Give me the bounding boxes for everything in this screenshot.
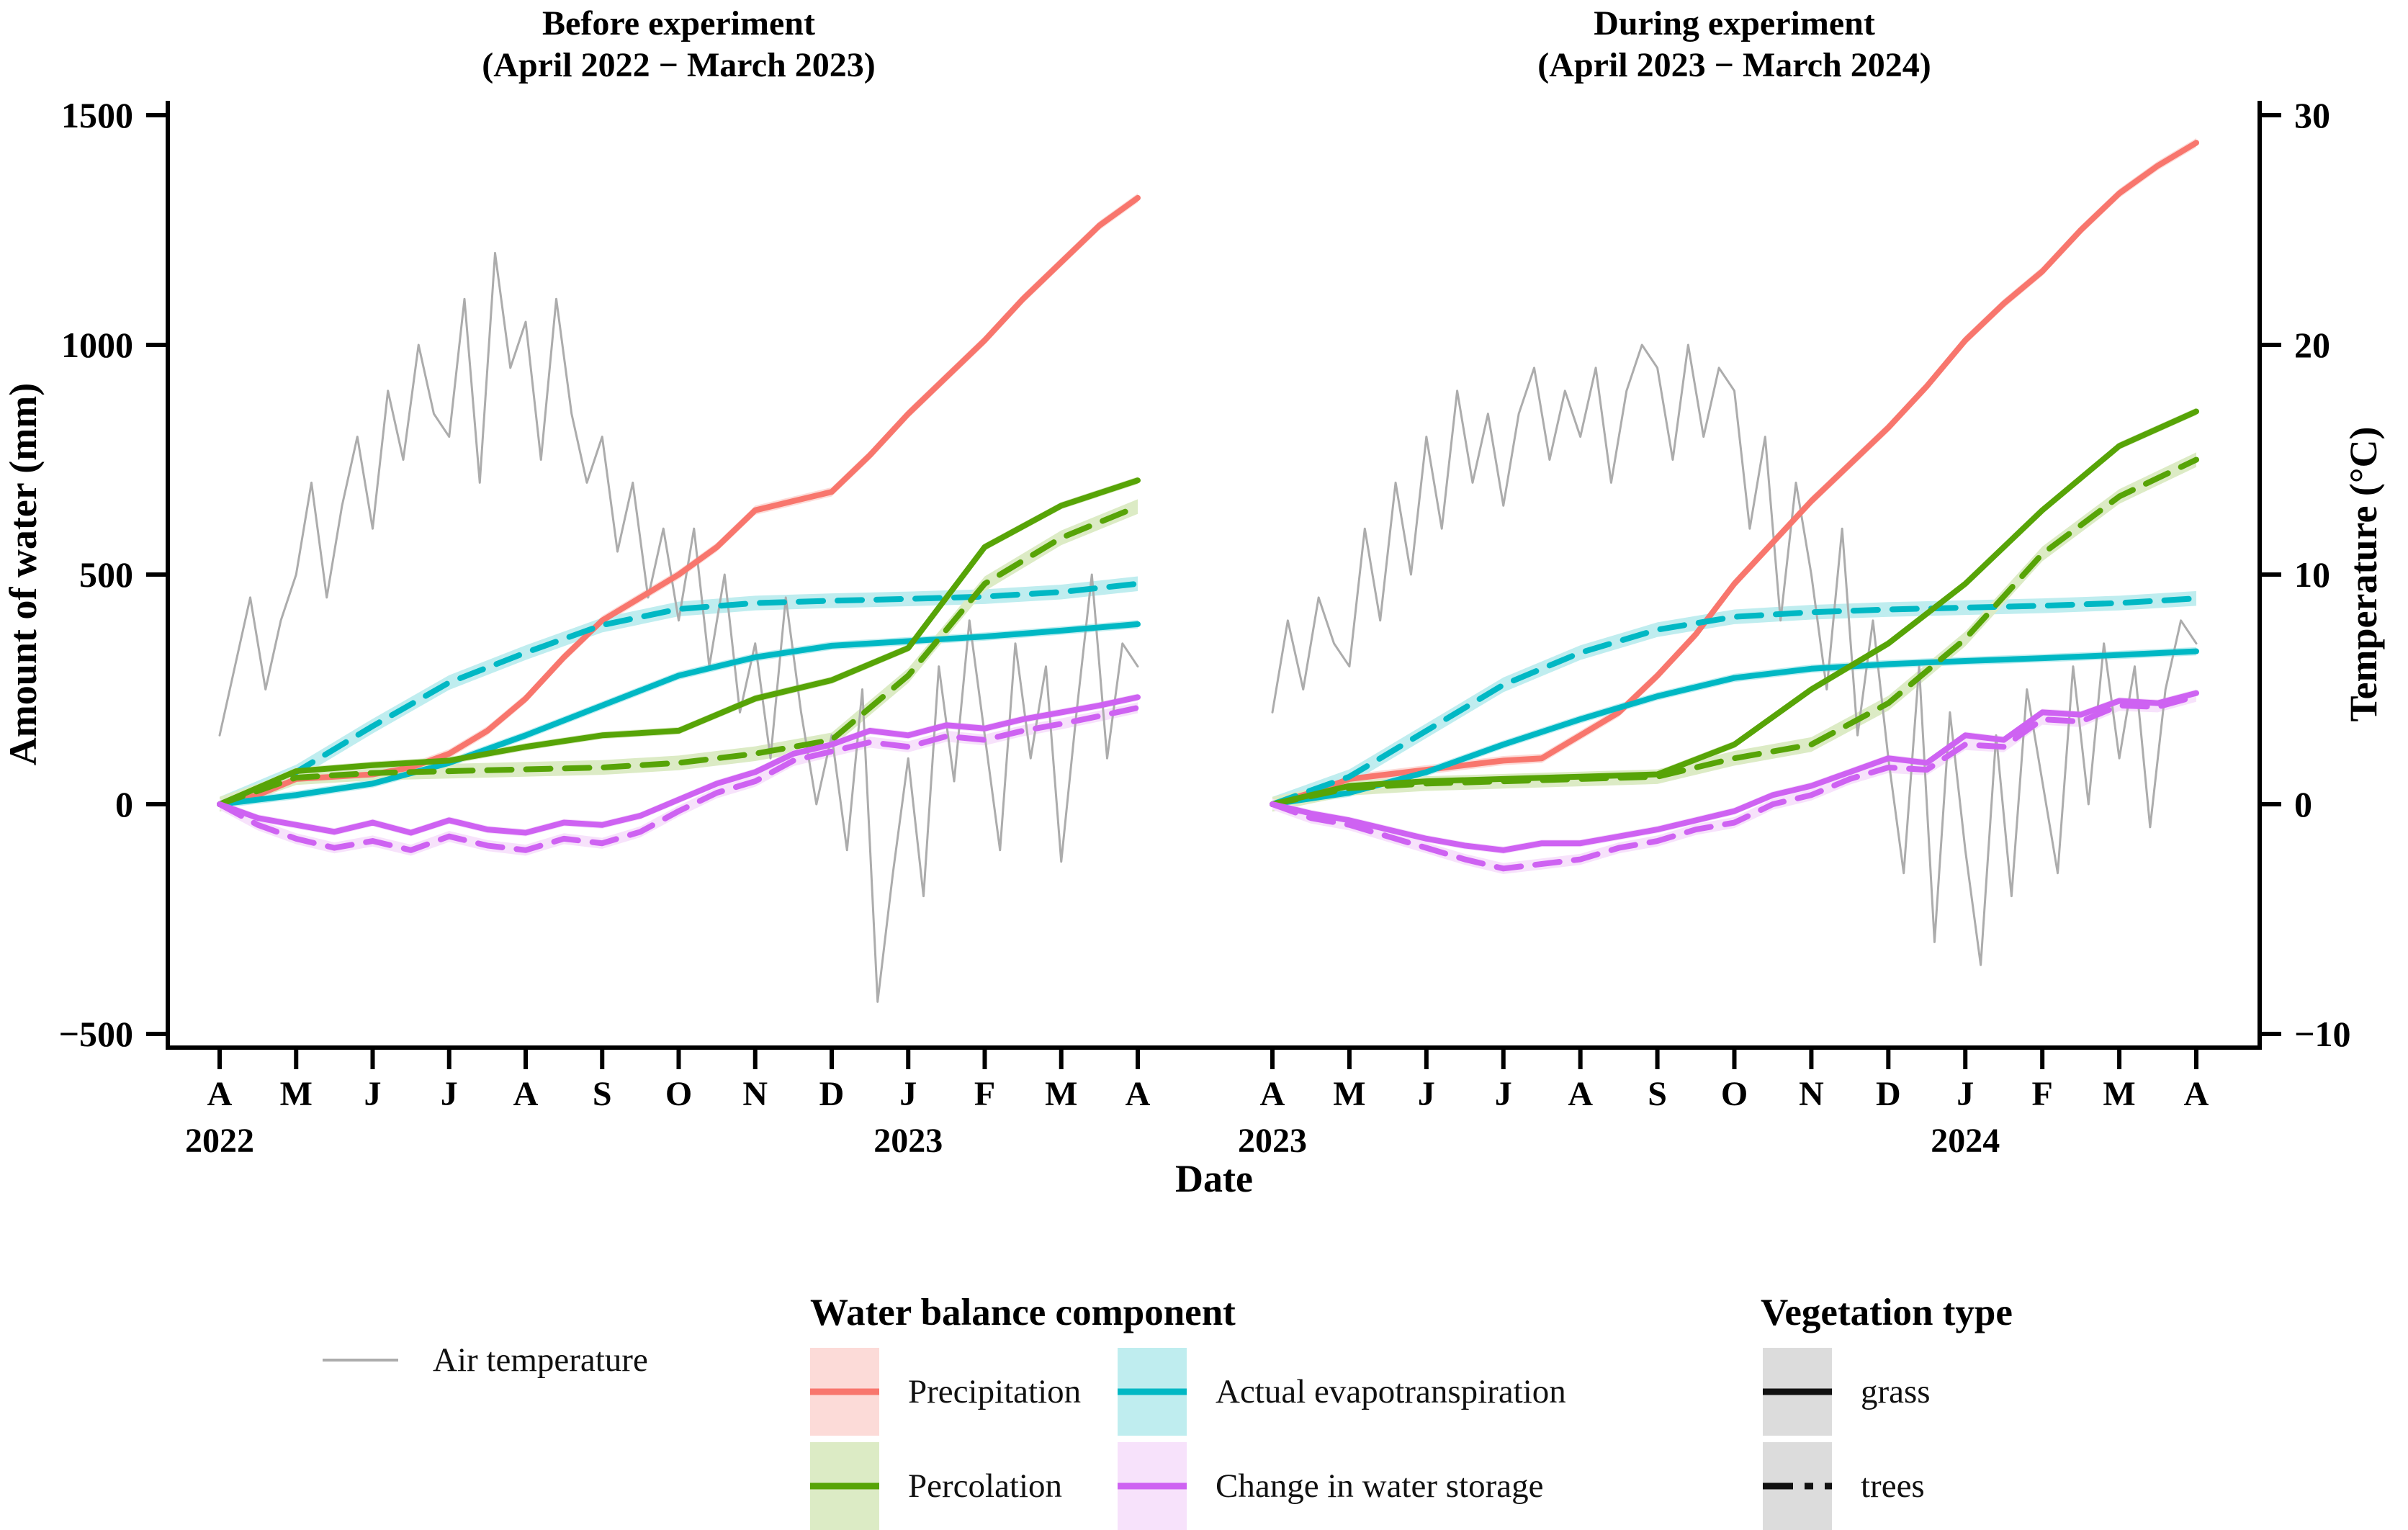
- x-tick-label: M: [1045, 1075, 1077, 1113]
- legend-item-grass: grass: [1763, 1348, 1931, 1436]
- x-tick-label: N: [742, 1075, 768, 1113]
- x-tick-label: M: [280, 1075, 313, 1113]
- y-left-tick-label: 0: [115, 784, 133, 824]
- x-tick-label: M: [2103, 1075, 2135, 1113]
- grass-swatch: [1763, 1348, 1832, 1436]
- panel-subtitle: (April 2022 − March 2023): [482, 46, 875, 84]
- aet-line-icon: [1118, 1388, 1187, 1395]
- x-tick-label: J: [364, 1075, 382, 1113]
- aet-line-trees-before: [217, 580, 1141, 807]
- x-tick-label: O: [665, 1075, 692, 1113]
- percolation-label: Percolation: [908, 1467, 1063, 1505]
- legend-title-water-balance: Water balance component: [810, 1292, 1236, 1333]
- y-left-tick-label: −500: [59, 1014, 134, 1054]
- aet-swatch: [1118, 1348, 1187, 1436]
- x-tick-label: S: [1648, 1075, 1667, 1113]
- legend-item-trees: trees: [1763, 1442, 1925, 1530]
- aet-line-grass-before: [217, 621, 1141, 807]
- percolation-line-icon: [810, 1482, 879, 1490]
- precipitation-line-icon: [810, 1388, 879, 1395]
- panel-title: During experiment: [1594, 4, 1875, 42]
- aet-label: Actual evapotranspiration: [1216, 1373, 1566, 1410]
- x-tick-label: F: [2032, 1075, 2053, 1113]
- x-tick-label: A: [1568, 1075, 1593, 1113]
- grass-line-icon: [1763, 1388, 1832, 1395]
- precipitation-ribbon-grass-before: [220, 193, 1138, 809]
- storage-label: Change in water storage: [1216, 1467, 1544, 1505]
- year-label: 2023: [1238, 1122, 1307, 1160]
- x-tick-label: A: [1126, 1075, 1151, 1113]
- year-label: 2023: [873, 1122, 943, 1160]
- storage-line-grass-during: [1270, 690, 2199, 853]
- percolation-swatch: [810, 1442, 879, 1530]
- x-tick-label: D: [1876, 1075, 1901, 1113]
- year-label: 2024: [1931, 1122, 2000, 1160]
- storage-line-trees-before: [217, 705, 1141, 853]
- x-tick-label: F: [974, 1075, 995, 1113]
- temperature-line--during: [1271, 343, 2198, 966]
- y-left-tick-label: 500: [79, 554, 133, 595]
- aet-line-trees-during: [1270, 595, 2199, 807]
- storage-line-icon: [1118, 1482, 1187, 1490]
- x-tick-label: D: [819, 1075, 845, 1113]
- x-tick-label: N: [1799, 1075, 1824, 1113]
- y-right-tick-label: 20: [2294, 325, 2330, 365]
- trees-line-icon: [1763, 1482, 1832, 1490]
- panel-title: Before experiment: [542, 4, 815, 42]
- x-tick-label: J: [441, 1075, 458, 1113]
- trees-swatch: [1763, 1442, 1832, 1530]
- legend-item-aet: Actual evapotranspiration: [1118, 1348, 1566, 1436]
- precipitation-swatch: [810, 1348, 879, 1436]
- x-tick-label: S: [593, 1075, 612, 1113]
- legend-air-temperature: Air temperature: [323, 1341, 648, 1380]
- air-temperature-line-swatch: [323, 1359, 398, 1362]
- x-tick-label: A: [2184, 1075, 2209, 1113]
- percolation-line-grass-before: [217, 477, 1141, 807]
- y-left-tick-label: 1000: [61, 325, 133, 365]
- panel-subtitle: (April 2023 − March 2024): [1537, 46, 1931, 84]
- temperature-line--before: [218, 251, 1139, 1003]
- y-right-tick-label: 10: [2294, 554, 2330, 595]
- chart-canvas: 1500 1000 500 0 −500 30 20 10 0 −10 A M J J A S O N D J F M A 2…: [1, 4, 2385, 1200]
- legend-item-precipitation: Precipitation: [810, 1348, 1081, 1436]
- aet-line-grass-during: [1270, 648, 2199, 807]
- year-label: 2022: [185, 1122, 254, 1160]
- y-right-tick-label: 30: [2294, 95, 2330, 135]
- y-right-tick-label: 0: [2294, 784, 2312, 824]
- x-tick-label: A: [207, 1075, 233, 1113]
- x-tick-label: J: [1956, 1075, 1974, 1113]
- x-tick-label: J: [1495, 1075, 1512, 1113]
- x-axis-title: Date: [1175, 1157, 1253, 1200]
- precipitation-line-grass-before: [217, 194, 1141, 807]
- x-tick-label: J: [899, 1075, 917, 1113]
- percolation-line-trees-before: [217, 503, 1141, 807]
- grass-label: grass: [1861, 1373, 1931, 1410]
- legend-item-percolation: Percolation: [810, 1442, 1062, 1530]
- x-tick-label: O: [1721, 1075, 1748, 1113]
- air-temperature-label: Air temperature: [433, 1341, 648, 1379]
- x-tick-label: M: [1333, 1075, 1365, 1113]
- storage-line-grass-before: [217, 694, 1141, 836]
- y-left-axis-title: Amount of water (mm): [1, 383, 45, 765]
- x-tick-label: J: [1418, 1075, 1435, 1113]
- legend-item-storage: Change in water storage: [1118, 1442, 1543, 1530]
- y-right-axis-title: Temperature (°C): [2342, 426, 2385, 721]
- x-tick-label: A: [1260, 1075, 1285, 1113]
- x-tick-label: A: [513, 1075, 539, 1113]
- y-left-tick-label: 1500: [61, 95, 133, 135]
- trees-label: trees: [1861, 1467, 1925, 1505]
- precipitation-label: Precipitation: [908, 1373, 1082, 1410]
- storage-swatch: [1118, 1442, 1187, 1530]
- precipitation-ribbon-grass-during: [1272, 138, 2196, 809]
- y-right-tick-label: −10: [2294, 1014, 2351, 1054]
- precipitation-line-grass-during: [1270, 140, 2199, 807]
- storage-line-trees-during: [1270, 693, 2199, 872]
- legend-title-vegetation: Vegetation type: [1761, 1292, 2013, 1333]
- percolation-line-grass-during: [1270, 408, 2199, 807]
- aet-ribbon-trees-before: [220, 576, 1138, 812]
